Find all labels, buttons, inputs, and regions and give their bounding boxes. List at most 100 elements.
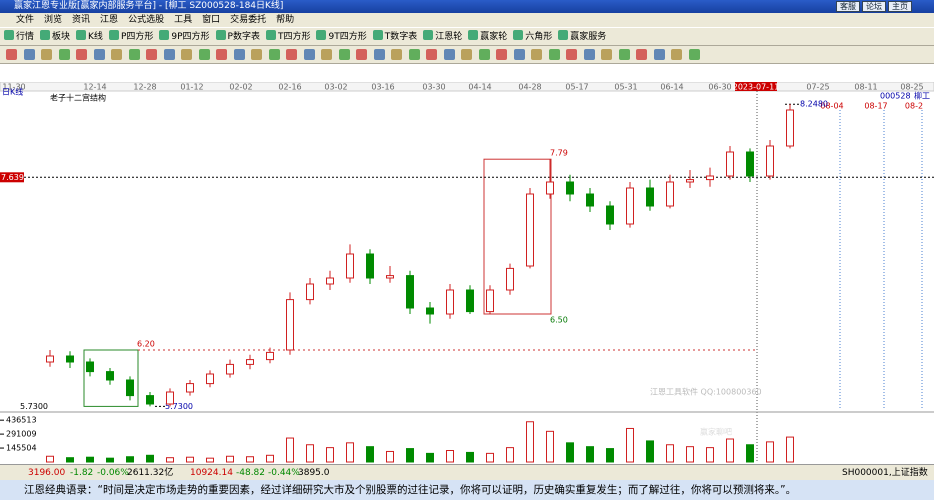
- tool-icon[interactable]: [513, 49, 525, 60]
- watermark: 江恩工具软件 QQ:100800360: [650, 387, 762, 397]
- title-buttons: 客服 论坛 主页: [836, 1, 912, 12]
- tool-icon[interactable]: [548, 49, 560, 60]
- tool-icon[interactable]: [426, 49, 437, 60]
- tool-icon[interactable]: [636, 49, 647, 60]
- date-label: 04-28: [518, 83, 541, 92]
- window-button[interactable]: 客服: [836, 1, 860, 12]
- toolbar-button[interactable]: P四方形: [109, 28, 153, 45]
- tool-icon[interactable]: [391, 49, 402, 60]
- tool-icon[interactable]: [23, 49, 35, 60]
- volume-bar: [166, 457, 174, 463]
- index-name: SH000001,上证指数: [842, 468, 928, 478]
- tool-icon[interactable]: [496, 49, 507, 60]
- tool-icon[interactable]: [321, 49, 332, 60]
- volume-bar: [146, 454, 154, 463]
- toolbar-button[interactable]: P数字表: [216, 28, 260, 45]
- tool-icon[interactable]: [198, 49, 210, 60]
- tool-icon[interactable]: [303, 49, 315, 60]
- toolbar-button[interactable]: 赢家轮: [468, 28, 507, 45]
- candle-body: [746, 151, 754, 177]
- future-date: 08-2: [905, 102, 923, 111]
- tool-icon[interactable]: [233, 49, 245, 60]
- menu-item[interactable]: 浏览: [44, 15, 63, 25]
- tool-icon[interactable]: [653, 49, 665, 60]
- toolbar-button[interactable]: T数字表: [373, 28, 418, 45]
- tool-icon[interactable]: [76, 49, 87, 60]
- date-highlight: [735, 82, 777, 91]
- menu-item[interactable]: 文件: [16, 15, 35, 25]
- candle-body: [406, 275, 414, 309]
- date-label: 02-16: [278, 83, 301, 92]
- toolbar-button[interactable]: 板块: [40, 28, 70, 45]
- box: [483, 158, 552, 315]
- future-date: 08-04: [820, 102, 843, 111]
- toolbar-button[interactable]: 赢家服务: [558, 28, 606, 45]
- menu-bar: 文件 浏览 资讯 江恩 公式选股 工具 窗口 交易委托 帮助: [0, 13, 934, 27]
- menu-item[interactable]: 工具: [174, 15, 193, 25]
- date-label: 03-02: [324, 83, 347, 92]
- candle-body: [446, 289, 454, 315]
- toolbar-button[interactable]: 9P四方形: [159, 28, 209, 45]
- tool-icon[interactable]: [146, 49, 157, 60]
- candle-body: [486, 289, 494, 313]
- candle-body: [86, 361, 94, 373]
- tool-icon[interactable]: [356, 49, 367, 60]
- tool-icon[interactable]: [671, 49, 682, 60]
- candle-body: [306, 283, 314, 301]
- volume-bar: [226, 455, 234, 463]
- tool-icon[interactable]: [111, 49, 122, 60]
- tool-icon[interactable]: [128, 49, 140, 60]
- tool-icon[interactable]: [58, 49, 70, 60]
- menu-item[interactable]: 江恩: [100, 15, 119, 25]
- tool-icon[interactable]: [41, 49, 52, 60]
- toolbar-button[interactable]: T四方形: [266, 28, 311, 45]
- menu-item[interactable]: 资讯: [72, 15, 91, 25]
- stock-code: 000528: [880, 92, 911, 101]
- tool-icon[interactable]: [443, 49, 455, 60]
- tool-icon[interactable]: [286, 49, 297, 60]
- menu-item[interactable]: 交易委托: [230, 15, 267, 25]
- volume-tick-label: 291009: [6, 430, 37, 439]
- volume-bar: [66, 457, 74, 463]
- candle-body: [686, 179, 694, 183]
- tool-icon[interactable]: [6, 49, 17, 60]
- tool-icon[interactable]: [461, 49, 472, 60]
- tool-icon[interactable]: [618, 49, 630, 60]
- candle-body: [606, 205, 614, 225]
- candle-body: [46, 355, 54, 363]
- volume-bar: [486, 452, 494, 463]
- menu-item[interactable]: 窗口: [202, 15, 221, 25]
- tool-icon[interactable]: [338, 49, 350, 60]
- volume-bar: [186, 456, 194, 463]
- tool-icon[interactable]: [478, 49, 490, 60]
- menu-item[interactable]: 帮助: [276, 15, 295, 25]
- tool-icon[interactable]: [251, 49, 262, 60]
- date-label: 12-14: [83, 83, 106, 92]
- toolbar-button[interactable]: 江恩轮: [423, 28, 462, 45]
- volume-bar: [346, 442, 354, 463]
- tool-icon[interactable]: [531, 49, 542, 60]
- tool-icon[interactable]: [216, 49, 227, 60]
- sh-amount: 2611.32亿: [127, 468, 174, 478]
- toolbar-button[interactable]: 六角形: [513, 28, 552, 45]
- toolbar-button[interactable]: 9T四方形: [316, 28, 366, 45]
- window-button[interactable]: 论坛: [862, 1, 886, 12]
- volume-bar: [86, 456, 94, 463]
- toolbar-button[interactable]: K线: [76, 28, 103, 45]
- window-button[interactable]: 主页: [888, 1, 912, 12]
- menu-item[interactable]: 公式选股: [128, 15, 165, 25]
- tool-icon[interactable]: [601, 49, 612, 60]
- candle-body: [366, 253, 374, 279]
- tool-icon[interactable]: [583, 49, 595, 60]
- toolbar-button[interactable]: 行情: [4, 28, 34, 45]
- tool-icon[interactable]: [566, 49, 577, 60]
- date-label: 08-11: [854, 83, 877, 92]
- tool-icon[interactable]: [181, 49, 192, 60]
- tool-icon[interactable]: [373, 49, 385, 60]
- tool-icon[interactable]: [408, 49, 420, 60]
- tool-icon[interactable]: [163, 49, 175, 60]
- tool-icon[interactable]: [268, 49, 280, 60]
- candle-body: [726, 151, 734, 177]
- tool-icon[interactable]: [688, 49, 700, 60]
- tool-icon[interactable]: [93, 49, 105, 60]
